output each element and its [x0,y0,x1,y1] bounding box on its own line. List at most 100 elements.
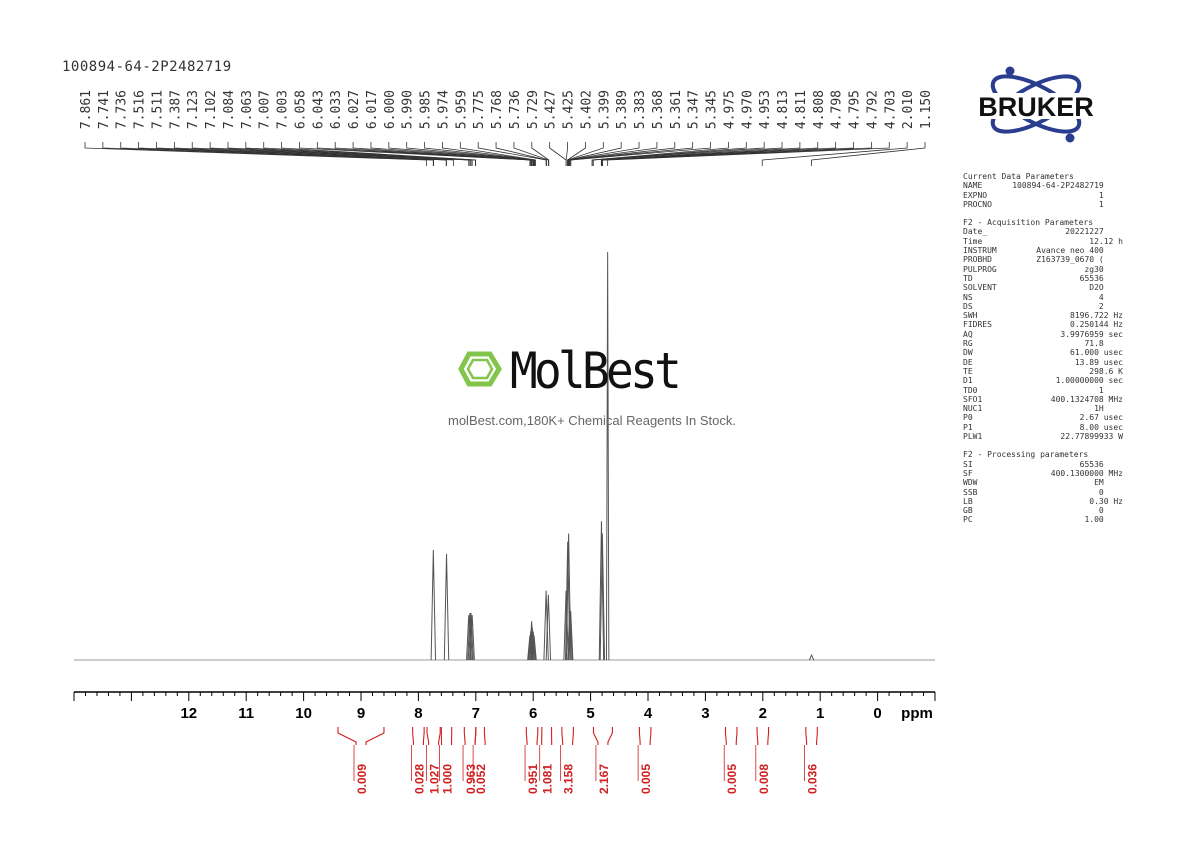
axis-tick-label: 2 [759,705,767,722]
peak-label: 4.813 [776,90,791,129]
parameter-value: 1.00000000 sec [1055,376,1123,386]
peak-label-leader [602,142,872,166]
axis-tick-label: 6 [529,705,537,722]
peak-label: 4.798 [830,90,845,129]
parameter-section-title: F2 - Acquisition Parameters [963,218,1094,228]
peak-label-leader [352,142,533,166]
peak-label: 6.017 [365,90,380,129]
parameter-row: DW 61.000 usec [963,348,1123,357]
parameter-section-title: F2 - Processing parameters [963,450,1089,460]
parameter-key: SOLVENT [963,283,997,293]
parameter-row: PULPROG zg30 [963,265,1123,274]
parameter-key: LB [963,496,973,506]
parameter-key: FIDRES [963,320,992,330]
peak-label: 5.736 [508,90,523,129]
parameter-key: SSB [963,487,978,497]
parameter-value: 3.9976959 sec [1060,329,1123,339]
peak-label-leader [592,142,765,166]
parameter-value: 1 [1098,199,1123,209]
integral-bracket [541,727,553,745]
integral-bracket [440,727,453,745]
parameter-row: PLW1 22.77899933 W [963,432,1123,441]
ppm-axis: 12 11 10 9 8 7 6 5 4 3 2 1 0 ppm [73,691,936,722]
spectrum-peak [469,615,475,661]
parameter-row: D1 1.00000000 sec [963,376,1123,385]
parameter-key: P1 [963,422,973,432]
peak-label: 5.399 [597,90,612,129]
spectrum-peak [543,590,549,661]
peak-label-leader [568,142,640,166]
peak-label: 5.985 [419,90,434,129]
parameter-value: 65536 [1079,273,1123,283]
peak-label: 5.775 [472,90,487,129]
parameter-row: TE 298.6 K [963,367,1123,376]
parameter-value: 298.6 K [1089,366,1123,376]
axis-tick-label: 12 [180,705,197,722]
axis-tick-label: 8 [414,705,422,722]
integral-bracket [412,727,425,745]
peak-label: 7.387 [168,90,183,129]
watermark-tagline: molBest.com,180K+ Chemical Reagents In S… [448,413,736,428]
logo-text-backdrop [958,93,1114,119]
integral-value: 0.052 [474,764,488,794]
parameter-row: SSB 0 [963,488,1123,497]
peak-label: 6.027 [347,90,362,129]
parameter-key: TD0 [963,385,978,395]
axis-tick-label: 1 [816,705,824,722]
peak-label-leader [281,142,477,166]
spectrum-peak [567,606,573,661]
spectrum-peak [467,613,473,661]
logo-orbit-1 [990,74,1082,134]
integral-bracket [525,727,539,745]
parameter-key: D1 [963,376,973,386]
peak-label-leader [495,142,547,166]
spectrum-peak [531,635,537,661]
parameter-key: Time [963,236,983,246]
parameter-key: DW [963,348,973,358]
peak-label: 6.058 [293,90,308,129]
parameter-section: Current Data Parameters NAME 100894-64-2P2… [963,172,1123,209]
axis-tick-label: 3 [701,705,709,722]
peak-label: 7.102 [204,90,219,129]
parameter-row: TD0 1 [963,386,1123,395]
parameter-value: 0.250144 Hz [1070,320,1123,330]
parameter-section: F2 - Acquisition Parameters Date_ 20221227… [963,218,1123,441]
parameter-key: GB [963,506,973,516]
parameter-key: SF [963,468,973,478]
peak-label: 5.427 [544,90,559,129]
parameter-key: P0 [963,413,973,423]
parameter-key: TE [963,366,973,376]
parameter-value: 400.1324708 MHz [1050,394,1123,404]
parameter-row: NAME 100894-64-2P2482719 [963,181,1123,190]
peak-label: 5.425 [562,90,577,129]
peak-label-leader [173,142,454,166]
integral-bracket [638,727,652,745]
integral-bracket [805,727,818,745]
parameter-value: 61.000 usec [1070,348,1123,358]
parameter-row: NUC1 1H [963,404,1123,413]
parameter-value: D2O [1089,283,1123,293]
peak-label: 5.959 [454,90,469,129]
parameter-key: TD [963,273,973,283]
logo-orbit-2 [990,74,1082,134]
parameter-key: INSTRUM [963,246,997,256]
parameter-value: 65536 [1079,459,1123,469]
peak-label-leader [565,142,568,166]
peak-label: 5.990 [401,90,416,129]
peak-labels: 7.861 7.741 7.736 7.516 7.511 7.387 7.123 7.102… [79,90,934,166]
parameter-key: NAME [963,181,983,191]
parameter-value: 2.67 usec [1079,413,1123,423]
peak-label-leader [442,142,536,166]
peak-label-leader [591,142,747,166]
parameter-row: EXPNO 1 [963,191,1123,200]
axis-tick-label: 4 [644,705,653,722]
parameter-key: PROCNO [963,199,992,209]
parameter-row: PC 1.00 [963,515,1123,524]
peak-label-leader [156,142,447,166]
watermark-name: MolBest [510,342,682,400]
spectrum [74,251,935,661]
peak-label: 2.010 [901,90,916,129]
axis-tick-label: 11 [238,705,254,722]
peak-label: 4.975 [722,90,737,129]
parameter-value: 8196.722 Hz [1070,311,1123,321]
